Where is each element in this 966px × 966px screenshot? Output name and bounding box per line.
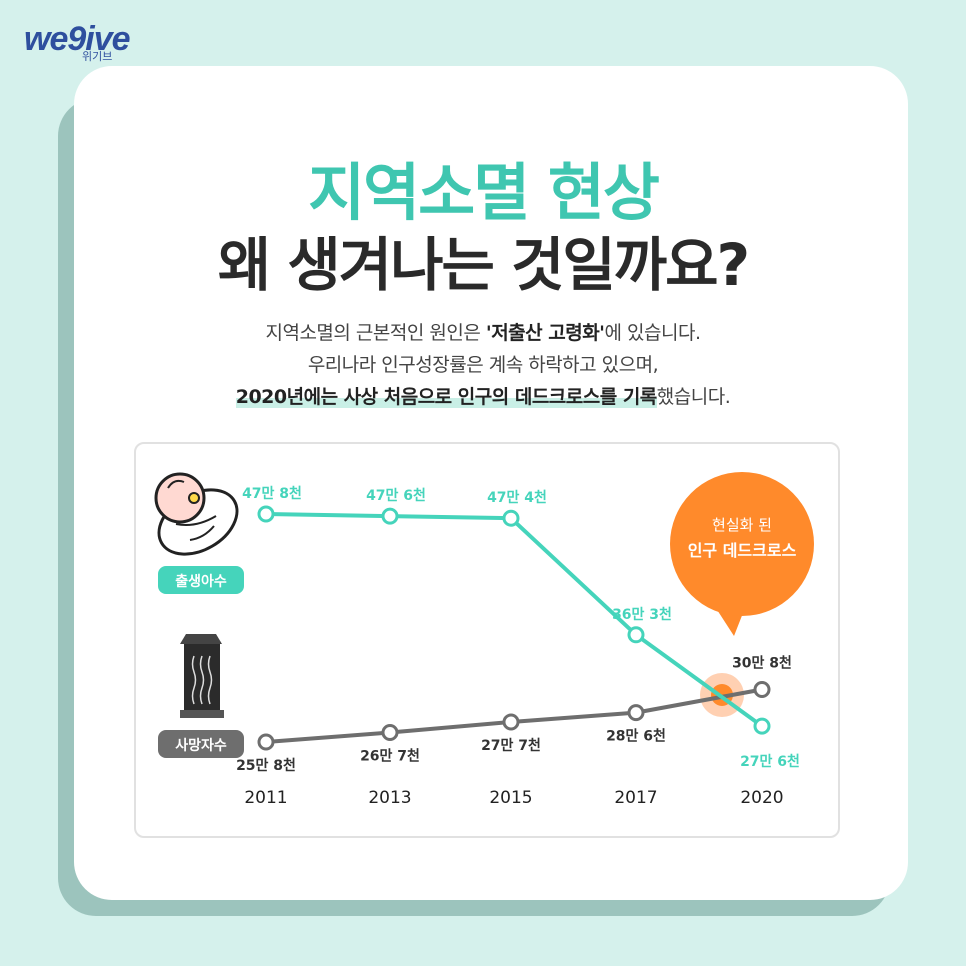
chart-marks: 47만 8천 47만 6천 47만 4천 36만 3천 27만 6천 25만 8천 26만 … bbox=[236, 486, 800, 808]
deaths-data-label: 26만 7천 bbox=[360, 749, 420, 765]
births-legend-label: 출생아수 bbox=[175, 573, 227, 590]
logo-subtext: 위기브 bbox=[82, 50, 113, 63]
x-tick-label: 2011 bbox=[244, 788, 287, 808]
births-point bbox=[753, 717, 771, 735]
description-line1-end: 에 있습니다. bbox=[604, 322, 701, 344]
deaths-point bbox=[381, 724, 399, 741]
births-data-label: 47만 4천 bbox=[487, 490, 547, 506]
description-line3: 2020년에는 사상 처음으로 인구의 데드크로스를 기록했습니다. bbox=[0, 382, 966, 409]
description-highlight-cause: '저출산 고령화' bbox=[485, 322, 605, 344]
deaths-legend-label: 사망자수 bbox=[175, 737, 227, 754]
callout-line1: 현실화 된 bbox=[712, 516, 772, 534]
births-data-label: 36만 3천 bbox=[612, 607, 672, 623]
births-data-label: 27만 6천 bbox=[740, 754, 800, 770]
description-highlight-deadcross: 2020년에는 사상 처음으로 인구의 데드크로스를 기록 bbox=[235, 386, 657, 408]
x-tick-label: 2013 bbox=[368, 788, 411, 808]
x-tick-label: 2015 bbox=[489, 788, 532, 808]
births-point bbox=[627, 626, 645, 644]
deaths-data-label: 27만 7천 bbox=[481, 738, 541, 754]
x-tick-label: 2017 bbox=[614, 788, 657, 808]
callout-line2: 인구 데드크로스 bbox=[688, 541, 797, 560]
deaths-point bbox=[753, 681, 771, 698]
description-line3-end: 했습니다. bbox=[656, 386, 731, 408]
deaths-point bbox=[502, 713, 520, 731]
births-point bbox=[381, 507, 399, 525]
x-tick-label: 2020 bbox=[740, 788, 783, 808]
births-point bbox=[257, 505, 275, 523]
description-line1-text: 지역소멸의 근본적인 원인은 bbox=[265, 322, 486, 344]
brand-logo: we9ive 위기브 bbox=[24, 20, 174, 64]
deaths-data-label: 28만 6천 bbox=[606, 729, 666, 745]
logo-text: we9ive bbox=[24, 20, 131, 58]
deaths-data-label: 30만 8천 bbox=[732, 656, 792, 672]
births-data-label: 47만 8천 bbox=[242, 486, 302, 502]
description-line1: 지역소멸의 근본적인 원인은 '저출산 고령화'에 있습니다. bbox=[0, 318, 966, 345]
baby-icon bbox=[154, 472, 239, 556]
births-point bbox=[502, 509, 520, 527]
deaths-point bbox=[257, 733, 275, 751]
tombstone-icon bbox=[180, 634, 224, 718]
births-legend-badge bbox=[158, 566, 244, 594]
deadcross-callout: 현실화 된 인구 데드크로스 bbox=[670, 472, 814, 636]
births-data-label: 47만 6천 bbox=[366, 488, 426, 504]
deaths-legend-badge bbox=[158, 730, 244, 758]
title-line2: 왜 생겨나는 것일까요? bbox=[217, 231, 750, 299]
title-line1: 지역소멸 현상 bbox=[308, 156, 660, 229]
deaths-data-label: 25만 8천 bbox=[236, 758, 296, 774]
deaths-point bbox=[627, 704, 645, 722]
description-line2: 우리나라 인구성장률은 계속 하락하고 있으며, bbox=[307, 354, 659, 376]
